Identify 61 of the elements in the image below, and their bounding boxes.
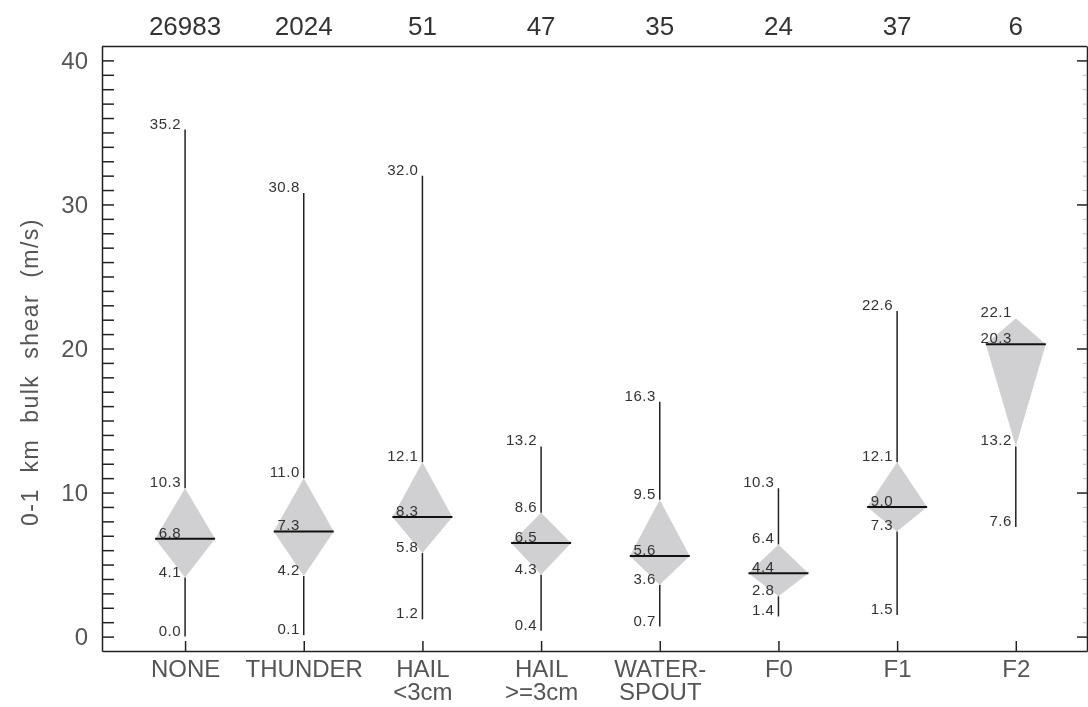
annotation: 7.3	[277, 516, 300, 534]
annotation: 4.1	[158, 562, 182, 580]
annotation: 20.3	[980, 329, 1012, 347]
annotation: 9.0	[870, 491, 894, 509]
annotation: 10.3	[743, 473, 775, 491]
annotation: 11.0	[269, 463, 300, 481]
annotation: 16.3	[624, 386, 656, 404]
annotation: 2.8	[752, 581, 775, 599]
x-tick-label: HAIL <3cm	[393, 655, 453, 705]
annotation: 35.2	[149, 114, 182, 132]
annotation: 1.5	[870, 599, 894, 617]
text: 26983	[148, 11, 222, 41]
x-tick-label: THUNDER	[245, 655, 363, 682]
y-tick-label: 0	[74, 622, 88, 650]
annotation: 7.6	[989, 512, 1012, 530]
text: 6	[1008, 11, 1024, 41]
x-tick-label: HAIL >=3cm	[504, 655, 579, 705]
y-tick-label: 10	[61, 478, 88, 506]
annotation: 12.1	[387, 447, 419, 465]
x-tick-label: F1	[883, 655, 912, 682]
annotation: 6.5	[514, 527, 538, 545]
annotation: 22.6	[861, 296, 894, 314]
annotation: 13.2	[980, 431, 1012, 449]
annotation: 8.3	[396, 502, 419, 520]
annotation: 5.6	[633, 540, 656, 558]
annotation: 3.6	[633, 569, 656, 587]
annotation: 1.2	[396, 604, 419, 622]
annotation: 4.2	[277, 561, 300, 579]
x-tick-label: F2	[1002, 655, 1031, 682]
text: 35	[645, 11, 675, 41]
annotation: 30.8	[268, 177, 300, 195]
annotation: 0.1	[277, 620, 300, 638]
y-tick-label: 40	[61, 46, 88, 74]
annotation: 6.4	[752, 529, 775, 547]
annotation: 10.3	[149, 473, 182, 491]
annotation: 12.1	[861, 447, 894, 465]
annotation: 9.5	[633, 484, 656, 502]
text: 24	[763, 11, 793, 41]
annotation: 5.8	[396, 538, 419, 556]
annotation: 0.7	[633, 611, 656, 629]
text: 47	[526, 11, 556, 41]
annotation: 22.1	[980, 303, 1012, 321]
annotation: 32.0	[387, 160, 419, 178]
y-tick-label: 30	[61, 190, 88, 218]
text: 37	[882, 11, 912, 41]
annotation: 4.4	[752, 558, 775, 576]
annotation: 13.2	[505, 431, 538, 449]
x-tick-label: WATER- SPOUT	[614, 655, 707, 705]
x-tick-label: NONE	[150, 655, 221, 682]
annotation: 8.6	[514, 497, 538, 515]
annotation: 4.3	[514, 559, 538, 577]
x-tick-label: F0	[764, 655, 793, 682]
annotation: 0.4	[514, 615, 538, 633]
annotation: 0.0	[158, 621, 182, 639]
y-axis-title: 0-1 km bulk shear (m/s)	[17, 217, 43, 527]
text: 51	[407, 11, 437, 41]
y-tick-label: 20	[61, 334, 88, 362]
text: 2024	[274, 11, 333, 41]
annotation: 7.3	[870, 516, 894, 534]
annotation: 6.8	[158, 523, 182, 541]
annotation: 1.4	[752, 601, 775, 619]
